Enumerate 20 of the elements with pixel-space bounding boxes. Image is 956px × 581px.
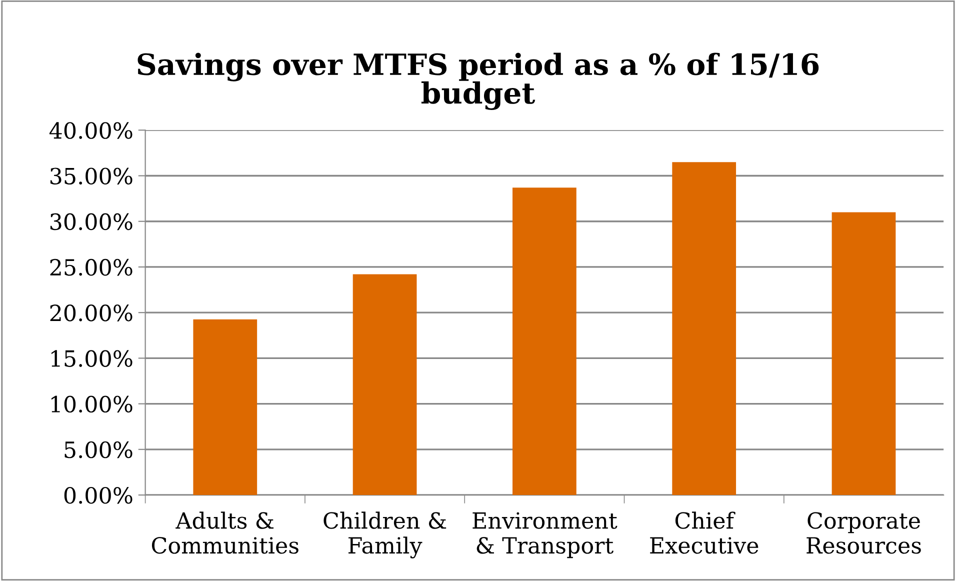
y-tick-label: 35.00%: [50, 168, 132, 185]
y-tick-label: 15.00%: [51, 350, 132, 367]
x-tick-label: Adults & Communities: [152, 512, 298, 554]
y-tick-label: 0.00%: [64, 486, 132, 504]
bar: [352, 274, 417, 496]
y-tick-label: 30.00%: [50, 213, 132, 230]
y-tick-label: 40.00%: [49, 122, 132, 139]
bar: [672, 162, 736, 496]
chart-title: Savings over MTFS period as a % of 15/16 budget: [138, 52, 819, 110]
y-tick-label: 25.00%: [50, 258, 132, 276]
x-tick-label: Environment & Transport: [472, 512, 618, 558]
x-tick-label: Chief Executive: [650, 512, 758, 554]
y-tick-label: 5.00%: [64, 441, 132, 458]
y-tick-label: 20.00%: [50, 304, 132, 322]
x-tick-label: Corporate Resources: [806, 512, 921, 554]
y-tick-label: 10.00%: [51, 396, 132, 413]
x-tick-label: Children & Family: [324, 512, 446, 558]
bar: [832, 212, 896, 496]
bar: [193, 319, 258, 496]
bar: [512, 188, 576, 496]
